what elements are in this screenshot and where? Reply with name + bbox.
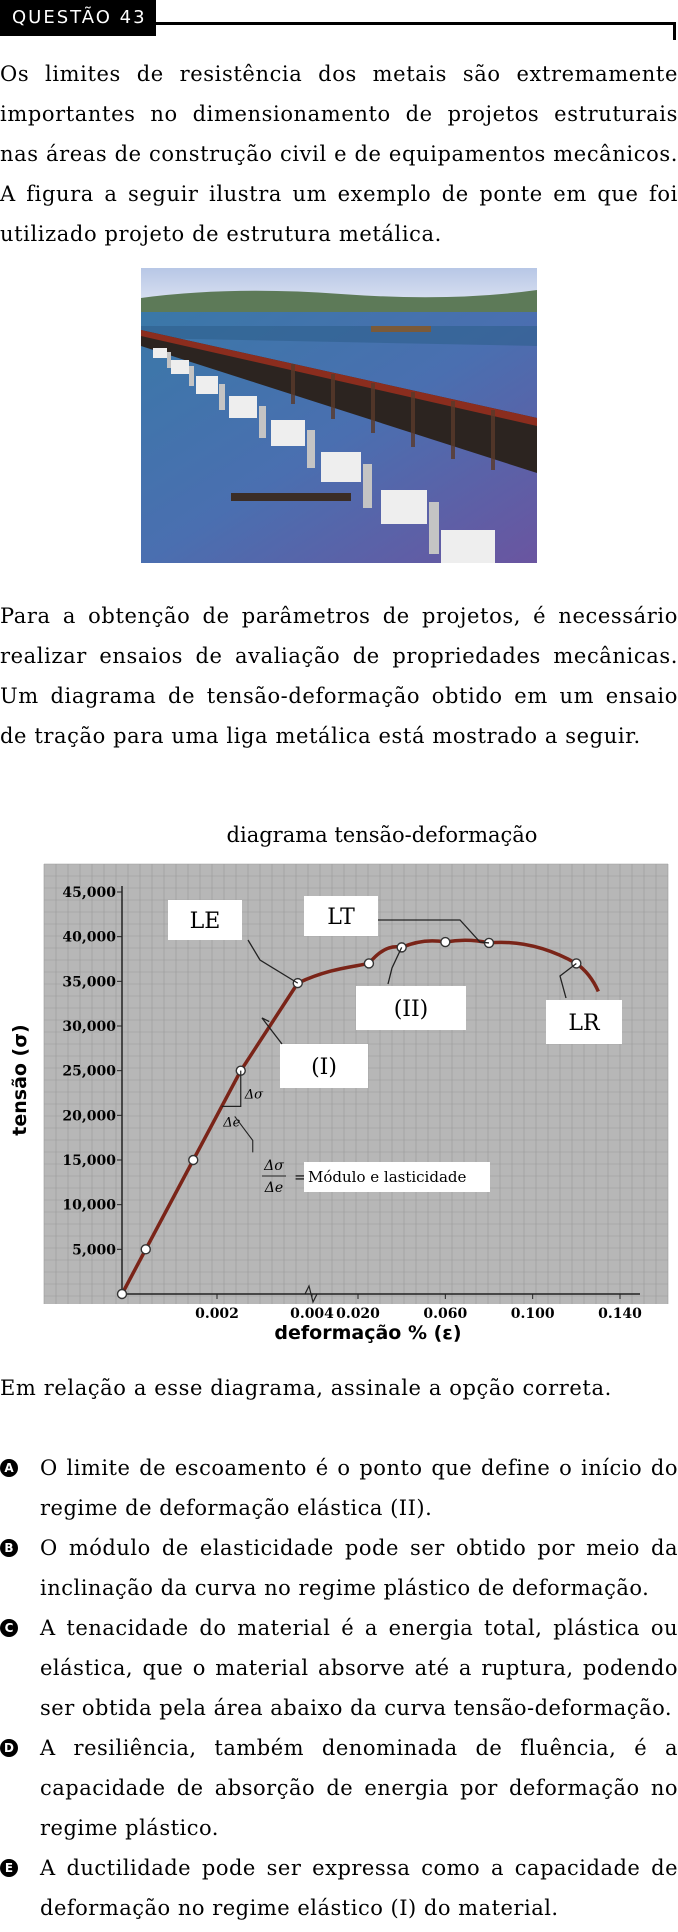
region-ii-leader [387,947,403,985]
x-tick-label: 0.002 [195,1306,239,1322]
header-rule [156,22,673,25]
x-tick-label: 0.100 [511,1306,555,1322]
option-d-bullet: D [0,1739,18,1757]
bridge-photo [141,268,537,563]
label-region-i-box [280,1044,368,1088]
x-tick-label: 0.060 [423,1306,467,1322]
chart-annotations: LE LT (II) (I) LR Δσ Δe Δσ Δe = Módulo e lasticida… [168,896,622,1196]
chart-title: diagrama tensão-deformação [227,823,538,847]
option-e-bullet: E [0,1859,18,1877]
option-b[interactable]: B O módulo de elasticidade pode ser obti… [0,1528,678,1608]
option-a[interactable]: A O limite de escoamento é o ponto que d… [0,1448,678,1528]
y-tick-label: 45,000 [62,885,116,901]
stress-strain-curve [116,936,600,1300]
y-tick-label: 20,000 [62,1108,116,1124]
chart-ticks: 5,000 10,000 15,000 20,000 25,000 30,000 35,00… [62,885,642,1322]
modulus-denominator: Δe [264,1180,283,1196]
bridge-photo-illustration [141,268,537,563]
y-tick-label: 10,000 [62,1198,116,1214]
option-d-text: A resiliência, também denominada de fluê… [40,1736,678,1840]
data-point-5 [363,958,375,969]
option-a-text: O limite de escoamento é o ponto que def… [40,1456,678,1520]
option-d[interactable]: D A resiliência, também denominada de fl… [0,1728,678,1848]
data-point-2 [188,1154,199,1166]
header-rule-end [673,22,676,40]
label-lr: LR [568,1011,601,1036]
delta-e-label: Δe [222,1115,240,1130]
y-tick-label: 30,000 [62,1019,116,1035]
modulus-equals: = [294,1168,307,1186]
context-paragraph: Para a obtenção de parâmetros de projeto… [0,604,678,748]
label-le: LE [190,909,221,934]
le-leader [247,939,299,984]
x-axis-label: deformação % (ε) [274,1322,461,1344]
y-tick-label: 40,000 [62,930,116,946]
y-tick-label: 35,000 [62,974,116,990]
y-tick-label: 15,000 [62,1153,116,1169]
y-tick-label: 5,000 [72,1242,116,1258]
intro-paragraph: Os limites de resistência dos metais são… [0,62,678,246]
label-region-ii: (II) [394,997,429,1022]
option-c-text: A tenacidade do material é a energia tot… [40,1616,678,1720]
region-i-leader [261,1017,283,1045]
option-a-bullet: A [0,1459,18,1477]
option-e-text: A ductilidade pode ser expressa como a c… [40,1856,678,1920]
modulus-leader [234,1116,254,1153]
x-tick-label: 0.140 [598,1306,642,1322]
option-b-text: O módulo de elasticidade pode ser obtido… [40,1536,678,1600]
y-axis-label: tensão (σ) [9,1024,31,1135]
slope-triangle [221,1070,242,1107]
delta-sigma-label: Δσ [244,1088,264,1103]
question-header: QUESTÃO 43 [0,0,678,40]
label-region-ii-box [356,986,466,1030]
lt-leader [378,919,490,944]
data-point-7 [440,936,451,948]
label-lt: LT [327,905,355,930]
label-lr-box [546,1000,622,1044]
data-point-0 [116,1288,128,1300]
label-lt-box [304,896,378,936]
label-le-box [168,900,242,940]
answer-options: A O limite de escoamento é o ponto que d… [0,1448,678,1928]
question-number-label: QUESTÃO 43 [0,0,156,36]
option-c-bullet: C [0,1619,18,1637]
chart-svg: diagrama tensão-deformação 5,000 10,000 15… [9,823,669,1344]
data-point-1 [140,1244,151,1255]
option-c[interactable]: C A tenacidade do material é a energia t… [0,1608,678,1728]
question-prompt: Em relação a esse diagrama, assinale a o… [0,1376,612,1400]
modulus-text: Módulo e lasticidade [308,1168,467,1186]
option-e[interactable]: E A ductilidade pode ser expressa como a… [0,1848,678,1928]
label-region-i: (I) [311,1055,337,1080]
x-tick-label: 0.004 [290,1306,334,1322]
modulus-box [304,1162,490,1192]
modulus-numerator: Δσ [263,1158,284,1174]
axis-break [304,1284,318,1304]
x-tick-label: 0.020 [336,1306,380,1322]
data-point-6 [396,942,407,953]
chart-axes [121,886,640,1304]
option-b-bullet: B [0,1539,18,1557]
stress-strain-chart: diagrama tensão-deformação 5,000 10,000 15… [0,808,678,1353]
y-tick-label: 25,000 [62,1064,116,1080]
lr-leader [559,962,577,999]
